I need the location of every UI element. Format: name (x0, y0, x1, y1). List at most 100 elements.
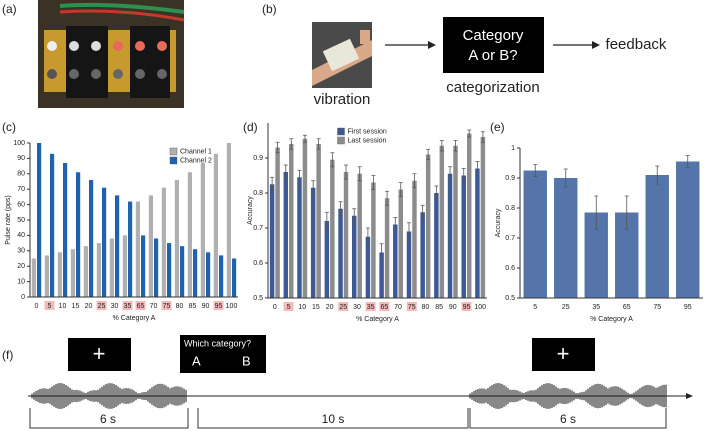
waveform (469, 383, 667, 409)
error-bar (475, 161, 480, 176)
box-text: Category (463, 27, 524, 44)
y-tick-label: 70 (17, 186, 25, 193)
error-bar (467, 129, 472, 138)
bar (302, 138, 308, 298)
error-bar (302, 134, 307, 143)
x-tick-label: 35 (592, 304, 600, 311)
error-bar (393, 217, 398, 232)
legend-label: Channel 2 (180, 157, 212, 164)
bar (128, 201, 133, 297)
error-bar (357, 166, 362, 182)
fixation-box (68, 338, 131, 371)
bar (102, 187, 107, 297)
x-axis-label: % Category A (590, 316, 633, 323)
bar (219, 255, 224, 297)
bar (31, 258, 36, 297)
bar (96, 243, 101, 297)
x-tick-label: 75 (653, 304, 661, 311)
error-bar (316, 138, 321, 150)
bar (439, 145, 445, 298)
duration: 10 s (322, 412, 345, 426)
panel-label: (d) (243, 120, 258, 134)
bar (420, 212, 425, 298)
arrow-head (428, 41, 436, 49)
error-bar (533, 164, 538, 177)
error-bar (434, 185, 439, 201)
error-bar (563, 168, 568, 188)
error-bar (297, 169, 302, 185)
bar (398, 189, 404, 298)
bar (357, 173, 362, 298)
category-highlight (161, 301, 172, 310)
duration: 6 s (100, 412, 116, 426)
x-tick-label: 90 (202, 303, 210, 310)
bar (466, 133, 472, 298)
category-highlight (122, 301, 133, 310)
x-tick-label: 100 (474, 304, 486, 311)
option: A (192, 353, 201, 368)
error-bar (685, 155, 690, 168)
bar (338, 208, 343, 298)
x-tick-label: 75 (408, 304, 416, 311)
error-bar (289, 138, 294, 150)
bar (425, 154, 431, 298)
error-bar (371, 175, 376, 190)
bar (379, 252, 384, 298)
bar (351, 215, 357, 298)
y-tick-label: 0.8 (505, 205, 515, 212)
x-tick-label: 35 (124, 303, 132, 310)
legend-label: Channel 1 (180, 148, 212, 155)
bar (109, 238, 114, 297)
x-tick-label: 25 (98, 303, 106, 310)
category-highlight (96, 301, 107, 310)
x-tick-label: 0 (35, 303, 39, 310)
time-arrow (686, 393, 693, 399)
y-tick-label: 0.7 (253, 225, 263, 232)
bar (44, 255, 49, 297)
bar (174, 179, 179, 297)
panel-label: (f) (2, 348, 13, 362)
photo-label: vibration (314, 91, 371, 108)
bar (213, 153, 218, 297)
category-highlight (379, 302, 390, 311)
x-tick-label: 20 (85, 303, 93, 310)
bar (371, 182, 376, 298)
y-tick-label: 90 (17, 155, 25, 162)
legend-swatch (337, 127, 345, 136)
error-bar (352, 208, 357, 224)
x-tick-label: 80 (176, 303, 184, 310)
x-tick-label: 15 (72, 303, 80, 310)
error-bar (461, 168, 466, 183)
error-bar (275, 141, 280, 154)
bar (232, 258, 237, 297)
bar (37, 143, 42, 297)
waveform (31, 383, 187, 409)
bar (676, 161, 700, 298)
bar (554, 178, 578, 298)
bar (148, 195, 153, 297)
waveforms (31, 383, 667, 409)
x-tick-label: 30 (111, 303, 119, 310)
x-tick-label: 5 (287, 304, 291, 311)
bar (167, 243, 172, 297)
x-tick-label: 90 (449, 304, 457, 311)
bar (154, 238, 159, 297)
x-axis-label: % Category A (113, 315, 156, 322)
bar (316, 144, 321, 298)
bar (523, 170, 547, 298)
panel-label: (b) (262, 2, 277, 16)
category-highlight (406, 302, 417, 311)
fixation: + (93, 341, 106, 366)
arm-photo (312, 22, 372, 88)
bar (475, 168, 480, 298)
bar (283, 172, 289, 298)
device-photo (38, 0, 185, 108)
bar (50, 153, 55, 297)
y-tick-label: 20 (17, 263, 25, 270)
bar (343, 172, 349, 298)
x-tick-label: 65 (380, 304, 388, 311)
bar (161, 187, 166, 297)
y-tick-label: 60 (17, 201, 25, 208)
bar (200, 163, 205, 297)
